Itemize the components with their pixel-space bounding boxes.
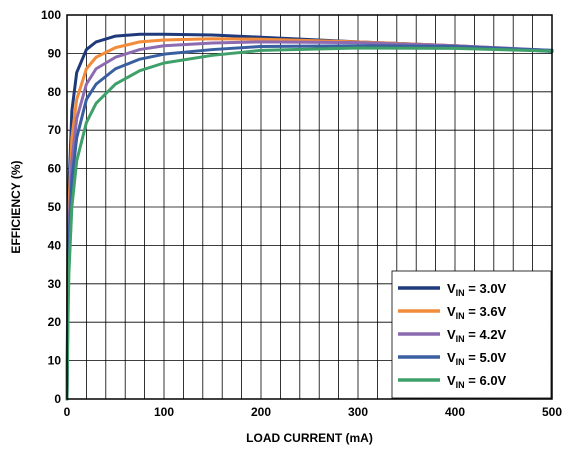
y-axis-title: EFFICIENCY (%) — [9, 160, 23, 253]
legend-label-3: VIN = 4.2V — [447, 327, 507, 344]
y-tick-label: 40 — [48, 238, 62, 252]
y-tick-label: 50 — [48, 200, 62, 214]
tick-labels: 0 100 200 300 400 500 0 10 20 30 40 50 60 70 80 90 100 — [41, 8, 562, 419]
series-line-5 — [65, 46, 554, 401]
y-tick-label: 0 — [54, 392, 61, 406]
y-tick-label: 30 — [48, 277, 62, 291]
legend-label-4: VIN = 5.0V — [447, 350, 507, 367]
legend-label-1: VIN = 3.0V — [447, 281, 507, 298]
x-tick-label: 400 — [445, 405, 465, 419]
legend: VIN = 3.0V VIN = 3.6V VIN = 4.2V VIN = 5.0V… — [391, 270, 552, 399]
x-tick-label: 0 — [64, 405, 71, 419]
x-tick-label: 500 — [542, 405, 562, 419]
y-tick-label: 90 — [48, 46, 62, 60]
y-tick-label: 10 — [48, 354, 62, 368]
y-tick-label: 20 — [48, 315, 62, 329]
y-tick-label: 60 — [48, 162, 62, 176]
y-tick-label: 100 — [41, 8, 61, 22]
plot-frame — [66, 14, 553, 400]
x-tick-label: 200 — [251, 405, 271, 419]
series-layer — [65, 32, 554, 401]
x-axis-title: LOAD CURRENT (mA) — [246, 431, 373, 445]
y-tick-label: 80 — [48, 85, 62, 99]
x-tick-label: 300 — [348, 405, 368, 419]
legend-label-5: VIN = 6.0V — [447, 373, 507, 390]
y-tick-label: 70 — [48, 123, 62, 137]
legend-label-2: VIN = 3.6V — [447, 304, 507, 321]
x-tick-label: 100 — [154, 405, 174, 419]
